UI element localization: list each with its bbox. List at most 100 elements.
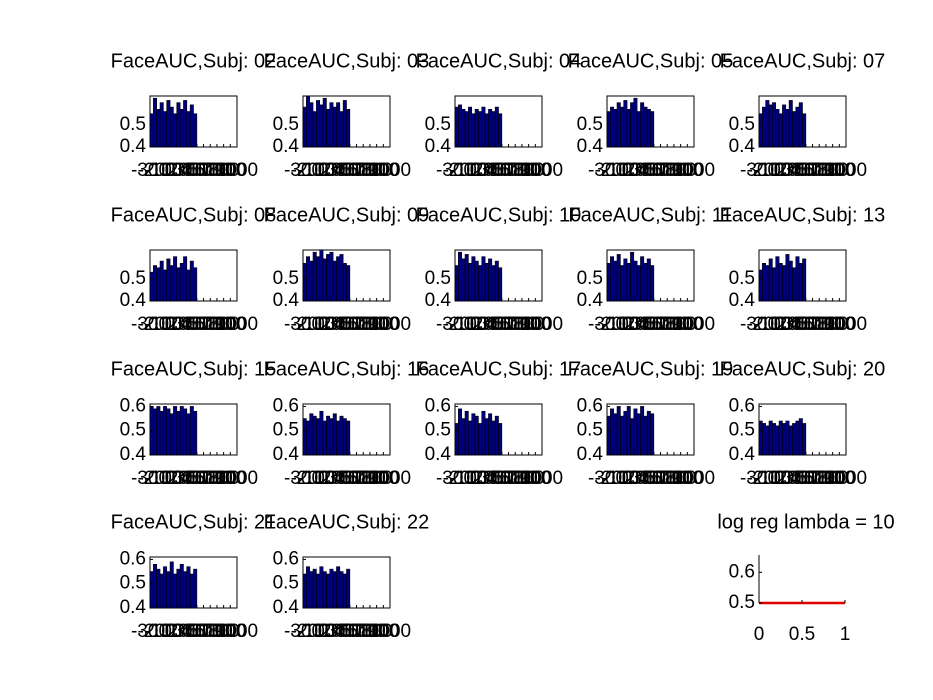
x-tick-label: 100 [314, 314, 346, 335]
x-tick-label: 100 [770, 314, 802, 335]
x-tick-label: -300 [284, 468, 322, 489]
bar [481, 106, 486, 148]
bar [778, 420, 783, 456]
bar [798, 102, 803, 148]
bar [336, 102, 341, 148]
x-tick-label: 600 [347, 468, 379, 489]
y-tick-label: 0.6 [729, 395, 755, 416]
x-tick-label: -300 [740, 468, 778, 489]
x-tick-label: 700 [810, 468, 842, 489]
y-tick-label: 0.4 [729, 136, 756, 157]
x-tick-label: -300 [131, 621, 169, 642]
bar [616, 406, 621, 456]
bar [189, 406, 194, 456]
bar [173, 256, 178, 302]
x-tick-label: 800 [817, 468, 849, 489]
x-tick-label: 1000 [521, 314, 563, 335]
x-tick-label: 400 [486, 160, 518, 181]
bar [156, 267, 161, 302]
bar [474, 415, 479, 456]
bar [792, 111, 797, 148]
bar [795, 256, 800, 302]
bar [176, 568, 181, 609]
x-tick-label: 1000 [369, 621, 411, 642]
x-tick-label: 0 [774, 468, 785, 489]
x-tick-label: 700 [810, 314, 842, 335]
y-tick-label: 0.4 [729, 290, 756, 311]
x-tick-label: 400 [334, 621, 366, 642]
x-tick-label: -300 [436, 314, 474, 335]
x-tick-label: -200 [138, 468, 176, 489]
x-tick-label: -200 [138, 621, 176, 642]
bar [474, 109, 479, 148]
x-tick-label: 200 [168, 314, 200, 335]
y-tick-label: 0.6 [729, 561, 755, 582]
bar [491, 420, 496, 456]
y-tick-label: 0.5 [425, 420, 451, 441]
x-tick-label: 800 [361, 468, 393, 489]
y-tick-label: 0.5 [273, 573, 299, 594]
bar [149, 113, 154, 148]
x-tick-label: -100 [449, 314, 487, 335]
x-tick-label: 400 [790, 160, 822, 181]
y-tick-label: 0.4 [425, 444, 452, 465]
x-tick-label: 800 [513, 468, 545, 489]
bar [468, 263, 473, 302]
bar [498, 267, 503, 302]
bar [640, 256, 645, 302]
x-tick-label: 1000 [825, 314, 867, 335]
x-tick-label: 500 [645, 314, 677, 335]
bar [633, 408, 638, 456]
bar [342, 263, 347, 302]
x-tick-label: -100 [753, 468, 791, 489]
x-tick-label: 300 [479, 160, 511, 181]
chart-title: FaceAUC,Subj: 21 [111, 511, 277, 533]
x-tick-label: 400 [181, 468, 213, 489]
x-tick-label: 400 [181, 621, 213, 642]
bar [342, 100, 347, 148]
x-tick-label: 700 [201, 468, 233, 489]
bar [156, 109, 161, 148]
x-tick-label: -100 [601, 160, 639, 181]
bar [620, 106, 625, 148]
x-tick-label: 0 [774, 314, 785, 335]
bar [481, 256, 486, 302]
x-tick-label: 700 [506, 468, 538, 489]
chart-title: FaceAUC,Subj: 10 [416, 204, 582, 226]
x-tick-label: 800 [208, 468, 240, 489]
x-tick-label: -100 [601, 314, 639, 335]
bar [636, 265, 641, 302]
x-tick-label: 900 [214, 621, 246, 642]
y-tick-label: 0.4 [120, 444, 147, 465]
x-tick-label: 300 [327, 621, 359, 642]
bar [156, 568, 161, 609]
x-tick-label: 100 [161, 468, 193, 489]
x-tick-label: 300 [327, 468, 359, 489]
x-tick-label: 1000 [673, 468, 715, 489]
bar [186, 413, 191, 456]
bar [768, 420, 773, 456]
bar [163, 406, 168, 456]
x-tick-label: -100 [144, 314, 182, 335]
chart-title: FaceAUC,Subj: 11 [568, 204, 732, 226]
x-tick-label: -300 [436, 160, 474, 181]
bar [454, 423, 459, 456]
x-tick-label: 200 [777, 160, 809, 181]
bar [636, 413, 641, 456]
bar [302, 418, 307, 456]
bar [768, 104, 773, 148]
y-tick-label: 0.5 [577, 114, 603, 135]
bar [788, 100, 793, 148]
x-tick-label: 0 [318, 621, 329, 642]
bar [785, 420, 790, 456]
y-tick-label: 0.5 [273, 114, 299, 135]
bar [153, 408, 157, 456]
x-tick-label: 500 [188, 160, 220, 181]
y-tick-label: 0.6 [273, 395, 299, 416]
bar [778, 113, 783, 148]
x-tick-label: 0 [622, 468, 633, 489]
x-tick-label: 300 [631, 468, 663, 489]
bar [478, 265, 483, 302]
x-tick-label: 500 [493, 160, 525, 181]
x-tick-label: 800 [513, 314, 545, 335]
